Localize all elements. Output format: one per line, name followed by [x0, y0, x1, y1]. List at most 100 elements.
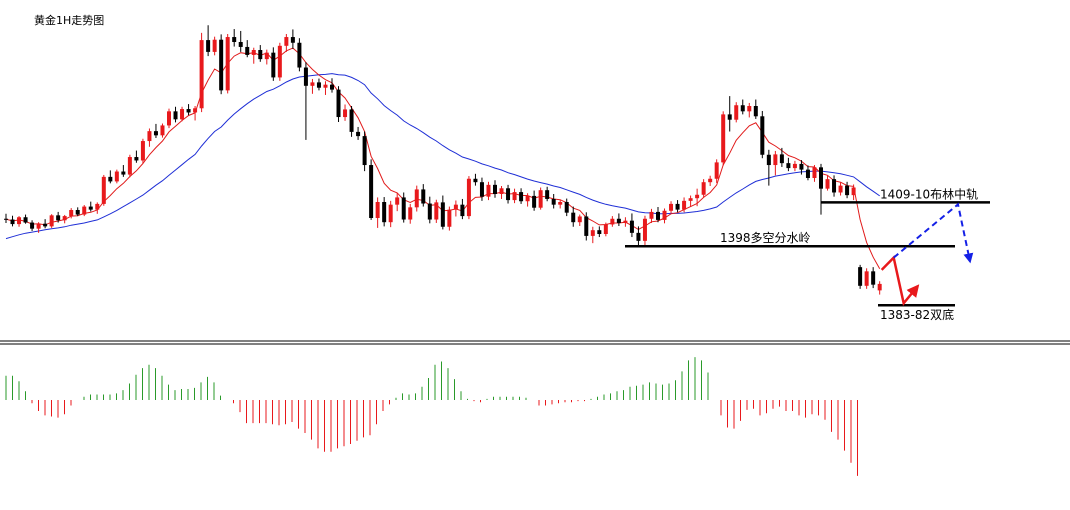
candle	[858, 264, 863, 289]
candle	[727, 96, 732, 132]
candle	[375, 197, 380, 228]
candle	[695, 188, 700, 207]
candle	[49, 214, 54, 228]
candle	[571, 206, 576, 227]
candle	[108, 170, 113, 184]
candle	[740, 99, 745, 115]
chart-title: 黄金1H走势图	[34, 13, 104, 27]
candle	[225, 34, 230, 94]
candle	[851, 184, 856, 201]
candle	[369, 159, 374, 220]
candle	[682, 197, 687, 213]
ma-slow-line	[5, 73, 880, 240]
candle	[512, 188, 517, 204]
candle	[636, 226, 641, 248]
candle	[180, 106, 185, 122]
level-boll-mid-label: 1409-10布林中轨	[880, 186, 978, 201]
candle	[121, 165, 126, 177]
candle	[734, 102, 739, 123]
candle	[199, 32, 204, 113]
candle	[17, 216, 22, 227]
candle	[447, 206, 452, 231]
candle	[760, 110, 765, 159]
candle	[642, 215, 647, 246]
candle	[871, 267, 876, 289]
candle	[10, 215, 15, 227]
candle	[669, 201, 674, 214]
candle	[167, 108, 171, 129]
candle	[525, 193, 530, 207]
candle	[766, 149, 771, 186]
candle	[506, 184, 511, 204]
candle	[708, 175, 713, 186]
candle	[4, 213, 8, 223]
candle	[838, 182, 843, 196]
candle	[486, 181, 491, 201]
candle	[297, 38, 302, 72]
candle	[773, 150, 778, 176]
candle	[349, 106, 354, 137]
candle	[466, 176, 471, 220]
candle	[140, 138, 145, 164]
candle	[238, 30, 243, 52]
candle	[127, 154, 132, 178]
candle	[173, 106, 178, 123]
candle	[69, 208, 74, 219]
candle	[675, 200, 680, 213]
candle	[88, 201, 93, 212]
candle	[714, 159, 719, 183]
projection-arrows	[880, 202, 974, 307]
level-bull-bear-label: 1398多空分水岭	[720, 231, 811, 245]
candle	[43, 219, 48, 229]
candle	[532, 190, 537, 211]
candle	[440, 195, 445, 230]
candle	[408, 203, 413, 224]
candle	[688, 195, 693, 207]
candle	[245, 40, 250, 58]
candle	[805, 165, 810, 181]
candle	[786, 157, 791, 172]
candle	[623, 217, 628, 227]
panel-separator	[0, 340, 1070, 345]
candles-layer	[4, 25, 882, 295]
candle	[56, 211, 61, 223]
candle	[114, 169, 119, 184]
candle	[656, 206, 660, 223]
candle	[95, 202, 100, 214]
candle	[30, 220, 35, 231]
candle	[251, 47, 256, 64]
candle	[662, 208, 667, 224]
candle	[186, 104, 191, 116]
candle	[36, 222, 41, 233]
candle	[147, 128, 152, 147]
candle	[421, 184, 426, 207]
candle	[284, 34, 289, 52]
candle	[551, 194, 556, 209]
candle	[219, 34, 224, 95]
candle	[258, 45, 263, 62]
red-projection-arrow	[880, 255, 920, 307]
candle	[316, 78, 321, 91]
candle	[812, 165, 817, 182]
candle	[160, 123, 165, 138]
candle	[153, 123, 158, 138]
ma-slow-layer	[5, 73, 880, 240]
candle	[23, 214, 28, 224]
candle	[629, 213, 634, 238]
candle	[134, 150, 139, 163]
candle	[577, 214, 582, 226]
candle	[303, 62, 308, 140]
candle	[519, 188, 524, 204]
blue-projection-arrow	[893, 202, 974, 264]
candle	[616, 213, 621, 226]
candle	[545, 186, 550, 202]
candle	[193, 106, 198, 121]
candle	[493, 180, 497, 198]
candle	[564, 198, 569, 217]
candle	[336, 86, 341, 122]
candle	[597, 226, 602, 238]
candle	[75, 207, 80, 217]
candle	[434, 199, 439, 223]
candle	[819, 163, 823, 215]
candle	[395, 192, 400, 212]
